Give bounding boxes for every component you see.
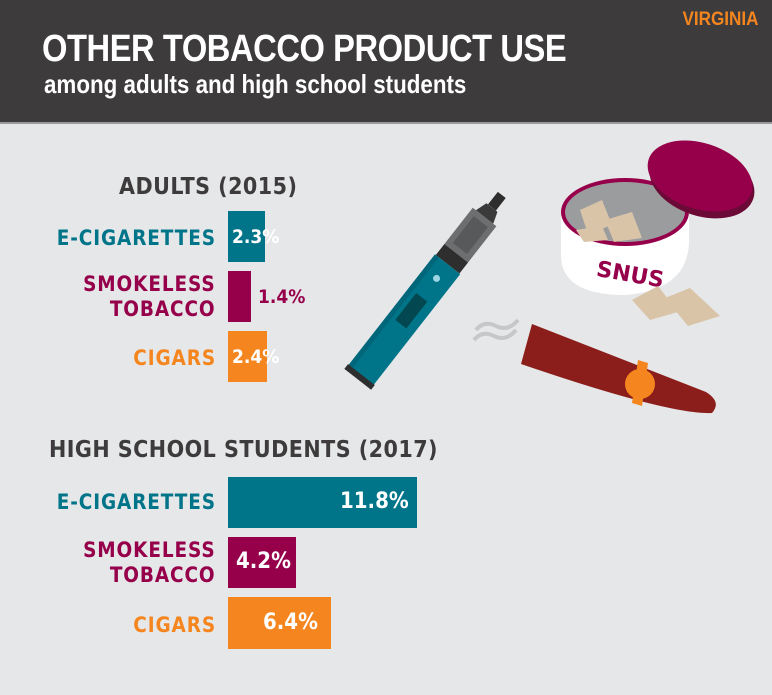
hs-smokeless-bar: [228, 537, 296, 588]
adults-smokeless-label-line1: SMOKELESS: [83, 272, 216, 296]
state-label: VIRGINIA: [681, 9, 758, 30]
adults-smokeless-bar: [228, 271, 251, 322]
adults-section-title: ADULTS (2015): [119, 174, 298, 200]
adults-ecig-label: E-CIGARETTES: [56, 226, 216, 250]
adults-smokeless-value: 1.4%: [258, 286, 306, 308]
smoke-icon: [472, 318, 520, 342]
hs-ecig-label: E-CIGARETTES: [56, 490, 216, 514]
header-banner: VIRGINIA OTHER TOBACCO PRODUCT USE among…: [0, 0, 772, 122]
adults-ecig-bar: [228, 211, 265, 262]
hs-section-title: HIGH SCHOOL STUDENTS (2017): [49, 437, 438, 463]
hs-cigars-label: CIGARS: [133, 613, 216, 637]
hs-smokeless-label-line1: SMOKELESS: [83, 538, 216, 562]
adults-cigars-bar: [228, 331, 267, 382]
hs-cigars-bar: [228, 597, 331, 649]
cigar-icon: [521, 324, 716, 414]
page-subtitle: among adults and high school students: [44, 69, 467, 99]
hs-cigars-value: 6.4%: [263, 610, 318, 635]
header-divider: [0, 122, 772, 124]
page-title: OTHER TOBACCO PRODUCT USE: [42, 28, 567, 70]
hs-smokeless-value: 4.2%: [236, 549, 291, 574]
adults-smokeless-label: SMOKELESS TOBACCO: [84, 272, 216, 322]
hs-smokeless-label: SMOKELESS TOBACCO: [84, 538, 216, 588]
adults-cigars-label: CIGARS: [133, 346, 216, 370]
tobacco-products-illustration: SNUS: [344, 140, 755, 414]
snus-tin-icon: SNUS: [561, 140, 755, 326]
adults-cigars-value: 2.4%: [232, 346, 280, 368]
e-cigarette-icon: [344, 191, 506, 390]
hs-ecig-bar: [228, 477, 417, 528]
hs-smokeless-label-line2: TOBACCO: [110, 563, 216, 587]
adults-ecig-value: 2.3%: [232, 226, 280, 248]
adults-smokeless-label-line2: TOBACCO: [110, 297, 216, 321]
hs-ecig-value: 11.8%: [340, 489, 409, 514]
